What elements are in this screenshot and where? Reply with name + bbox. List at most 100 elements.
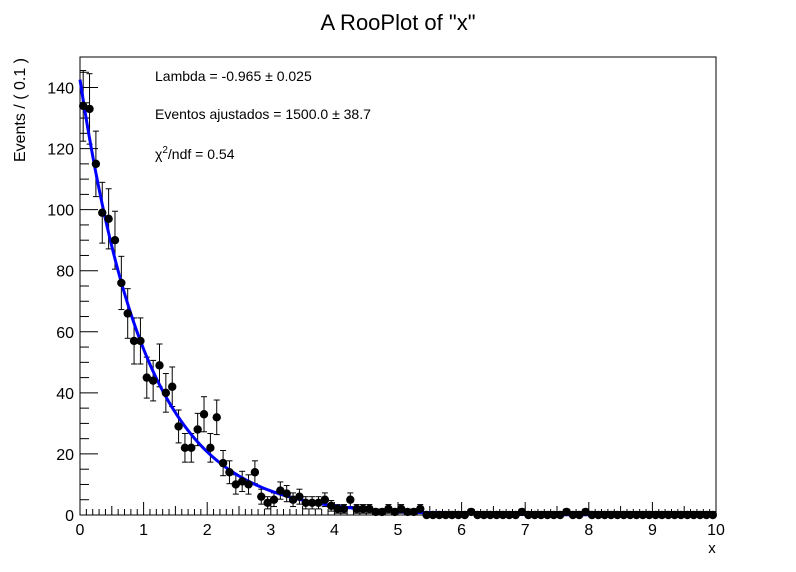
data-point [180, 443, 190, 453]
data-point [702, 510, 711, 520]
data-point [142, 373, 151, 382]
data-point [613, 510, 622, 520]
data-point [104, 214, 113, 224]
data-point [307, 498, 317, 507]
data-point [352, 504, 361, 514]
data-point [218, 458, 228, 468]
data-point [676, 510, 686, 520]
x-tick-label: 5 [394, 522, 403, 539]
data-point [657, 510, 667, 520]
data-point [625, 510, 635, 520]
data-point [664, 510, 673, 520]
data-point [123, 309, 132, 318]
y-tick-label: 100 [47, 203, 74, 220]
data-point [581, 507, 590, 517]
data-point [517, 507, 527, 517]
plot-frame [79, 56, 717, 516]
data-point [314, 498, 323, 507]
data-point [549, 510, 559, 520]
x-tick-label: 10 [707, 522, 725, 539]
data-point [409, 507, 419, 517]
data-point [632, 510, 641, 520]
data-point [403, 507, 412, 517]
data-point [129, 336, 139, 346]
data-point [492, 510, 501, 520]
data-point [371, 507, 380, 517]
data-point [148, 376, 158, 385]
data-point [447, 510, 457, 520]
data-point [466, 507, 476, 517]
x-axis-label: x [708, 540, 716, 557]
data-point [441, 510, 450, 520]
data-point [460, 510, 469, 520]
data-point [594, 510, 603, 520]
x-tick-label: 1 [139, 522, 148, 539]
y-tick-label: 0 [65, 508, 74, 525]
data-point [168, 382, 177, 391]
data-point [435, 510, 444, 520]
data-point [98, 208, 107, 217]
chi2-ndf: /ndf = 0.54 [168, 146, 235, 162]
data-point [263, 498, 272, 507]
x-tick-label: 3 [266, 522, 275, 539]
y-tick-label: 20 [56, 447, 74, 464]
chi2-annotation: χ2/ndf = 0.54 [155, 145, 235, 162]
error-bars [80, 70, 716, 516]
data-point [161, 388, 171, 398]
chi2-symbol: χ [155, 146, 163, 162]
data-point [174, 422, 183, 431]
data-point [606, 510, 616, 520]
data-point [78, 101, 88, 111]
x-tick-label: 2 [203, 522, 212, 539]
data-point [670, 510, 679, 520]
data-point [155, 361, 164, 370]
data-point [282, 489, 291, 498]
x-tick-label: 4 [330, 522, 339, 539]
data-point [619, 510, 628, 520]
data-point [530, 510, 539, 520]
chart-title: A RooPlot of "x" [320, 10, 475, 35]
x-tick-label: 9 [648, 522, 657, 539]
data-point [428, 510, 438, 520]
y-tick-labels: 0 20 40 60 80 100 120 140 [47, 81, 74, 525]
data-point [288, 495, 298, 504]
data-point [117, 278, 126, 288]
data-point [276, 486, 285, 495]
x-tick-label: 7 [521, 522, 530, 539]
fit-curve [78, 79, 716, 517]
data-point [683, 510, 692, 520]
data-point [346, 495, 355, 504]
data-point [543, 510, 552, 520]
data-point [689, 510, 698, 520]
data-point [479, 510, 489, 520]
data-point [536, 510, 546, 520]
data-point [575, 510, 584, 520]
data-point [320, 495, 330, 504]
data-point [708, 510, 718, 520]
data-point [695, 510, 705, 520]
data-point [454, 510, 463, 520]
data-point [377, 507, 387, 517]
data-point [358, 504, 368, 514]
data-point [416, 504, 425, 514]
y-tick-label: 140 [47, 81, 74, 98]
data-point [244, 480, 253, 489]
data-point [524, 510, 533, 520]
data-point [257, 492, 266, 501]
data-point [555, 510, 565, 520]
data-point [365, 504, 374, 514]
data-point [85, 104, 94, 114]
data-point [505, 510, 514, 520]
data-point [396, 504, 406, 514]
data-point [187, 443, 196, 453]
data-point [225, 468, 234, 477]
data-point [110, 236, 120, 245]
data-point [486, 510, 495, 520]
data-point [562, 507, 571, 517]
data-point [384, 504, 393, 514]
data-point [645, 510, 654, 520]
data-point [250, 468, 260, 477]
x-tick-label: 0 [76, 522, 85, 539]
data-point [231, 480, 241, 489]
